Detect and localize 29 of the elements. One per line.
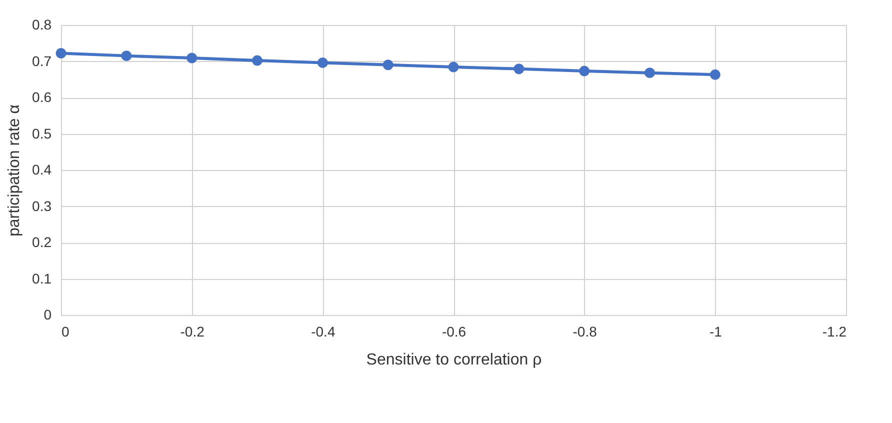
point: [579, 66, 590, 76]
point: [252, 55, 262, 66]
point: [382, 60, 394, 70]
point: [121, 50, 132, 62]
point: [514, 64, 524, 74]
y-axis-title: participation rate α: [6, 104, 24, 236]
y-tick-label: 0.8: [32, 16, 52, 32]
y-tick-label: 0.6: [32, 89, 52, 105]
x-tick-label: -0.6: [442, 324, 466, 340]
x-tick-label: -0.8: [572, 324, 598, 340]
y-tick-label: 0.3: [32, 198, 52, 214]
y-tick-label: 0.7: [32, 52, 52, 69]
y-tick-label: 0.2: [32, 234, 52, 250]
y-tick-label: 0.4: [32, 162, 52, 178]
point: [317, 57, 328, 68]
point: [644, 68, 655, 78]
x-tick-label: -1.2: [822, 324, 847, 340]
x-tick-label: -0.2: [180, 324, 205, 340]
y-tick-label: 0: [44, 306, 52, 322]
point: [448, 62, 459, 72]
point: [186, 52, 198, 64]
y-tick-label: 0.5: [32, 125, 52, 142]
x-axis-title: Sensitive to correlation ρ: [366, 352, 542, 368]
point: [56, 48, 66, 59]
y-tick-label: 0.1: [32, 270, 52, 286]
x-tick-label: -0.4: [311, 324, 336, 340]
x-tick-label: -1: [709, 324, 722, 340]
point: [710, 69, 720, 80]
x-tick-label: 0: [62, 324, 70, 340]
